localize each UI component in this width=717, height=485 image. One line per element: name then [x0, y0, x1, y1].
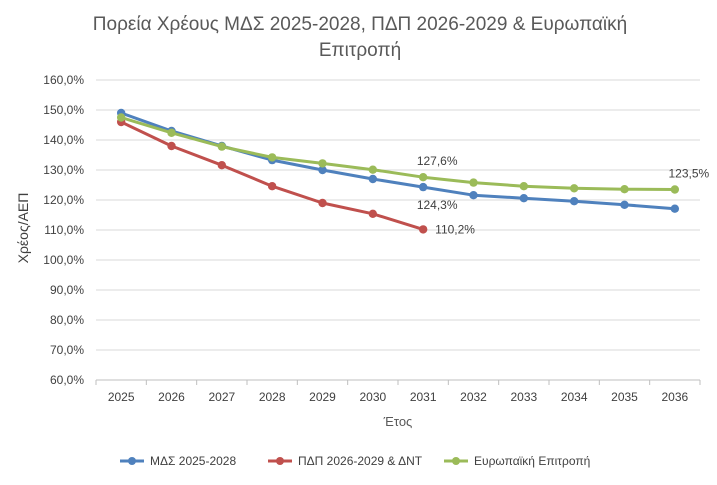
y-tick-label: 120,0% [43, 193, 84, 207]
axis-layer: 60,0% 70,0% 80,0% 90,0% 100,0% 110,0% 120,0% 13… [43, 73, 701, 404]
x-axis-label: Έτος [383, 414, 413, 429]
legend-item-2: ΠΔΠ 2026-2029 & ΔΝΤ [268, 454, 423, 468]
data-point [368, 174, 378, 184]
legend-label: Ευρωπαϊκή Επιτροπή [474, 454, 590, 468]
data-point [167, 141, 176, 151]
y-tick-label: 140,0% [43, 133, 84, 147]
x-tick-label: 2034 [561, 390, 588, 404]
data-point [318, 165, 327, 175]
data-point [217, 161, 227, 170]
chart-title-line2: Επιτροπή [319, 40, 401, 61]
legend: ΜΔΣ 2025-2028 ΠΔΠ 2026-2029 & ΔΝΤ Ευρωπαϊκ… [120, 454, 590, 468]
x-tick-label: 2029 [309, 390, 336, 404]
data-point [368, 209, 378, 218]
data-point [267, 182, 277, 191]
legend-swatch-marker [128, 457, 136, 465]
data-point [368, 165, 378, 174]
annotation-layer: 127,6% 124,3% 110,2% 123,5% [417, 154, 710, 236]
data-point [418, 182, 428, 192]
series-2 [116, 117, 428, 234]
x-tick-label: 2028 [259, 390, 286, 404]
legend-label: ΜΔΣ 2025-2028 [150, 454, 236, 468]
data-point [620, 185, 629, 194]
data-point [318, 198, 327, 208]
y-axis-label: Χρέος/ΑΕΠ [15, 193, 31, 264]
data-point [469, 191, 478, 200]
data-point [519, 182, 529, 191]
data-point [519, 194, 529, 203]
data-point [318, 159, 327, 168]
data-label: 124,3% [417, 198, 458, 212]
y-tick-label: 60,0% [50, 373, 84, 387]
x-tick-label: 2025 [108, 390, 135, 404]
y-tick-label: 150,0% [43, 103, 84, 117]
x-tick-label: 2033 [510, 390, 537, 404]
data-point [217, 142, 227, 151]
x-tick-label: 2027 [208, 390, 235, 404]
chart-title-line1: Πορεία Χρέους ΜΔΣ 2025-2028, ΠΔΠ 2026-20… [93, 14, 627, 35]
x-tick-label: 2030 [359, 390, 386, 404]
legend-item-3: Ευρωπαϊκή Επιτροπή [444, 454, 590, 468]
y-tick-label: 70,0% [50, 343, 84, 357]
y-tick-label: 90,0% [50, 283, 84, 297]
y-tick-label: 100,0% [43, 253, 84, 267]
series-layer [116, 108, 680, 234]
data-label: 127,6% [417, 154, 458, 168]
legend-label: ΠΔΠ 2026-2029 & ΔΝΤ [298, 454, 423, 468]
y-tick-label: 160,0% [43, 73, 84, 87]
data-point [569, 184, 579, 193]
data-point [418, 173, 428, 182]
legend-swatch-marker [276, 457, 284, 465]
legend-swatch-marker [452, 457, 460, 465]
x-tick-label: 2035 [611, 390, 638, 404]
x-tick-label: 2032 [460, 390, 487, 404]
x-tick-label: 2031 [410, 390, 437, 404]
x-tick-label: 2026 [158, 390, 185, 404]
data-label: 110,2% [435, 222, 475, 236]
data-point [620, 200, 629, 209]
data-point [670, 185, 680, 194]
data-label: 123,5% [668, 167, 709, 181]
legend-item-1: ΜΔΣ 2025-2028 [120, 454, 236, 468]
y-tick-label: 110,0% [44, 223, 84, 237]
data-point [418, 225, 428, 234]
y-tick-label: 80,0% [50, 313, 84, 327]
data-point [267, 153, 277, 162]
data-point [469, 178, 478, 187]
data-point [167, 128, 176, 137]
data-point [569, 197, 579, 206]
series-line [119, 116, 677, 191]
grid-layer [96, 79, 700, 381]
y-tick-label: 130,0% [43, 163, 84, 177]
data-point [670, 204, 680, 213]
x-tick-label: 2036 [661, 390, 688, 404]
series-3 [116, 113, 680, 194]
data-point [116, 113, 126, 122]
